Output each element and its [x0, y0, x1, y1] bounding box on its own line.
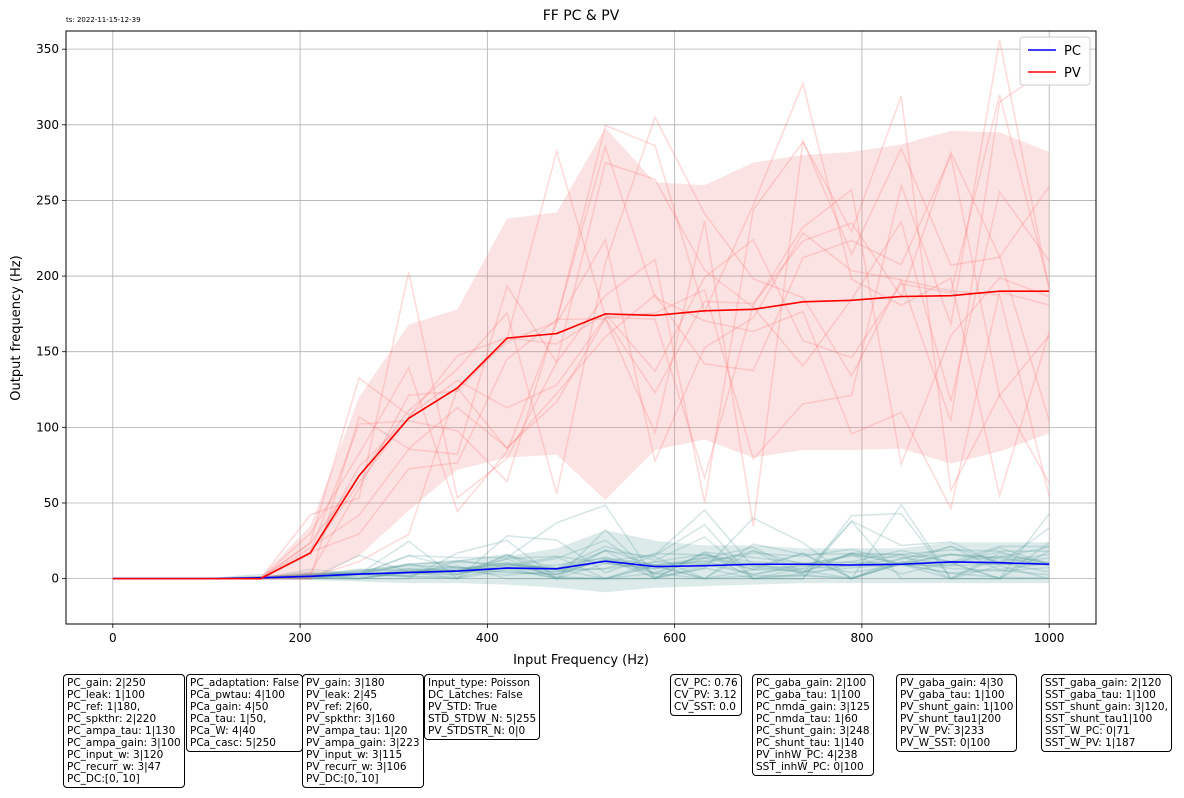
- y-tick-label: 250: [36, 193, 59, 207]
- param-line: PC_ampa_gain: 3|100: [67, 737, 181, 749]
- param-line: PV_ref: 2|60,: [306, 701, 373, 713]
- param-line: PC_adaptation: False: [190, 677, 300, 689]
- param-box: PV_gain: 3|180 PV_leak: 2|45 PV_ref: 2|60,…: [302, 674, 424, 788]
- param-line: PV_gaba_tau: 1|100: [900, 689, 1005, 701]
- x-tick-label: 1000: [1034, 631, 1065, 645]
- legend-label: PV: [1064, 66, 1081, 81]
- param-line: PV_shunt_tau1|200: [900, 713, 1002, 725]
- series-lines: [112, 290, 1050, 580]
- param-box: PC_gain: 2|250 PC_leak: 1|100 PC_ref: 1|18…: [63, 674, 185, 788]
- y-tick-label: 0: [51, 572, 59, 586]
- param-line: PC_ref: 1|180,: [67, 701, 141, 713]
- grid-lines: [66, 31, 1096, 624]
- param-line: SST_W_PV: 1|187: [1045, 737, 1136, 749]
- param-line: PV_ampa_gain: 3|223: [306, 737, 420, 749]
- param-line: PV_gaba_gain: 4|30: [900, 677, 1004, 689]
- param-line: PV_inhW_PC: 4|238: [756, 749, 858, 761]
- param-box: Input_type: Poisson DC_Latches: False PV_S…: [424, 674, 541, 740]
- param-line: SST_W_PC: 0|71: [1045, 725, 1130, 737]
- plot-frame: [65, 30, 1097, 625]
- param-line: PV_STD: True: [428, 701, 498, 713]
- chart: ts: 2022-11-15-12-39 FF PC & PV 0 200 400 6…: [9, 8, 1097, 668]
- param-box: PC_adaptation: False PCa_pwtau: 4|100 PCa_…: [186, 674, 304, 752]
- param-line: PC_shunt_tau: 1|140: [756, 737, 865, 749]
- axis-ticks: 0 200 400 600 800 1000 0 50 100 150 200 250 300 350: [36, 42, 1064, 645]
- legend: PC PV: [1019, 36, 1091, 86]
- param-line: SST_gaba_gain: 2|120: [1045, 677, 1162, 689]
- param-line: PC_gaba_gain: 2|100: [756, 677, 867, 689]
- trial-trace: [112, 188, 1050, 580]
- y-tick-label: 100: [36, 420, 59, 434]
- param-line: PCa_gain: 4|50: [190, 701, 269, 713]
- param-box: SST_gaba_gain: 2|120 SST_gaba_tau: 1|100 S…: [1041, 674, 1172, 752]
- param-line: PC_nmda_gain: 3|125: [756, 701, 870, 713]
- x-tick-label: 600: [663, 631, 686, 645]
- series-line-pc: [112, 560, 1050, 580]
- timestamp: ts: 2022-11-15-12-39: [66, 16, 141, 24]
- param-line: SST_shunt_gain: 3|120,: [1045, 701, 1168, 713]
- band-pv: [112, 127, 1050, 581]
- legend-frame: [1019, 36, 1091, 86]
- chart-title: FF PC & PV: [543, 8, 620, 24]
- param-line: PC_spkthr: 2|220: [67, 713, 157, 725]
- param-line: PC_gain: 2|250: [67, 677, 146, 689]
- param-line: SST_shunt_tau1|100: [1045, 713, 1153, 725]
- param-line: SST_gaba_tau: 1|100: [1045, 689, 1156, 701]
- param-line: PC_recurr_w: 3|47: [67, 761, 162, 773]
- param-line: PCa_casc: 5|250: [190, 737, 276, 749]
- trial-trace: [112, 150, 1050, 580]
- y-tick-label: 150: [36, 345, 59, 359]
- y-tick-label: 350: [36, 42, 59, 56]
- param-line: CV_SST: 0.0: [674, 701, 736, 713]
- param-line: PV_W_SST: 0|100: [900, 737, 991, 749]
- param-line: PC_ampa_tau: 1|130: [67, 725, 176, 737]
- trial-trace: [112, 152, 1050, 580]
- param-line: PV_DC:[0, 10]: [306, 773, 379, 785]
- y-tick-label: 200: [36, 269, 59, 283]
- param-line: PCa_pwtau: 4|100: [190, 689, 285, 701]
- param-line: STD_STDW_N: 5|255: [428, 713, 537, 725]
- param-line: PC_shunt_gain: 3|248: [756, 725, 870, 737]
- legend-label: PC: [1064, 44, 1081, 59]
- param-line: PCa_tau: 1|50,: [190, 713, 267, 725]
- std-bands: [112, 127, 1050, 593]
- x-axis-label: Input Frequency (Hz): [513, 653, 649, 668]
- y-tick-label: 300: [36, 118, 59, 132]
- param-line: CV_PC: 0.76: [674, 677, 738, 689]
- param-line: PC_gaba_tau: 1|100: [756, 689, 861, 701]
- x-tick-label: 400: [476, 631, 499, 645]
- y-tick-label: 50: [44, 496, 59, 510]
- trial-trace: [112, 39, 1050, 580]
- y-axis-label: Output frequency (Hz): [9, 255, 24, 400]
- param-line: PV_leak: 2|45: [306, 689, 378, 701]
- param-line: PC_DC:[0, 10]: [67, 773, 140, 785]
- param-line: PV_gain: 3|180: [306, 677, 385, 689]
- param-line: PV_STDSTR_N: 0|0: [428, 725, 526, 737]
- param-line: PV_W_PV: 3|233: [900, 725, 985, 737]
- x-tick-label: 800: [850, 631, 873, 645]
- band-pc: [112, 530, 1050, 593]
- param-box: CV_PC: 0.76 CV_PV: 3.12 CV_SST: 0.0: [670, 674, 742, 716]
- param-line: PV_ampa_tau: 1|20: [306, 725, 408, 737]
- trial-trace: [112, 161, 1050, 580]
- param-line: DC_Latches: False: [428, 689, 523, 701]
- param-line: PC_input_w: 3|120: [67, 749, 164, 761]
- param-line: Input_type: Poisson: [428, 677, 531, 689]
- param-line: CV_PV: 3.12: [674, 689, 737, 701]
- param-line: PV_shunt_gain: 1|100: [900, 701, 1014, 713]
- param-line: PV_input_w: 3|115: [306, 749, 403, 761]
- param-line: SST_inhW_PC: 0|100: [756, 761, 864, 773]
- series-line-pv: [112, 290, 1050, 580]
- param-box: PV_gaba_gain: 4|30 PV_gaba_tau: 1|100 PV_s…: [896, 674, 1018, 752]
- trial-trace: [112, 67, 1050, 580]
- trial-trace: [112, 115, 1050, 580]
- param-line: PV_recurr_w: 3|106: [306, 761, 407, 773]
- param-line: PC_nmda_tau: 1|60: [756, 713, 858, 725]
- x-tick-label: 0: [109, 631, 117, 645]
- param-box: PC_gaba_gain: 2|100 PC_gaba_tau: 1|100 PC_…: [752, 674, 874, 776]
- param-line: PCa_W: 4|40: [190, 725, 256, 737]
- param-line: PC_leak: 1|100: [67, 689, 145, 701]
- param-line: PV_spkthr: 3|160: [306, 713, 396, 725]
- x-tick-label: 200: [289, 631, 312, 645]
